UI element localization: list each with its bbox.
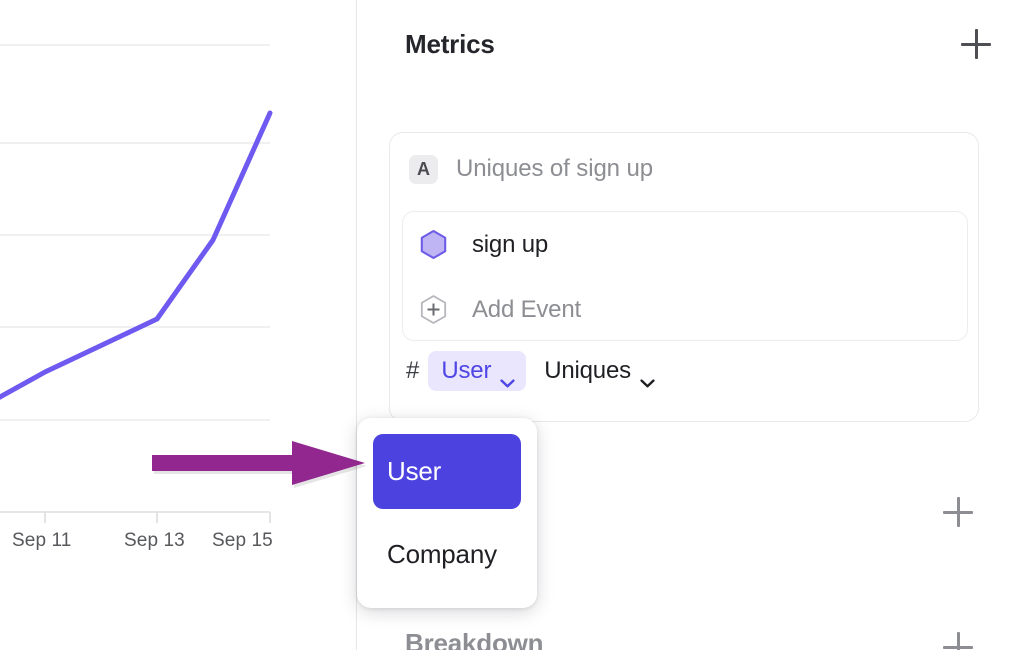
dropdown-option-label: Company <box>387 539 497 569</box>
aggregation-row: # User Uniques <box>406 349 666 393</box>
event-label: sign up <box>472 230 548 258</box>
metric-card: A Uniques of sign up sign up <box>389 132 979 422</box>
x-tick-label-0: Sep 11 <box>12 530 72 551</box>
add-event-label: Add Event <box>472 295 581 323</box>
dropdown-option-label: User <box>387 456 442 486</box>
chart-series-line <box>0 110 273 400</box>
add-metric-button[interactable] <box>961 29 991 59</box>
event-list-box: sign up Add Event <box>402 211 968 341</box>
entity-type-dropdown-menu: User Company <box>357 418 537 608</box>
entity-type-dropdown[interactable]: User <box>428 351 527 391</box>
add-breakdown-button[interactable] <box>943 632 973 650</box>
page-title: Metrics <box>405 28 495 59</box>
chevron-down-icon <box>500 367 515 388</box>
chart-gridlines <box>0 44 270 421</box>
measure-label: Uniques <box>544 357 631 384</box>
breakdown-title: Breakdown <box>405 628 544 650</box>
add-event-row[interactable]: Add Event <box>403 277 967 342</box>
x-tick-label-2: Sep 15 <box>212 530 273 551</box>
chart-x-axis <box>0 511 271 523</box>
hash-icon: # <box>406 357 420 384</box>
hexagon-filled-icon <box>418 229 449 260</box>
event-row-sign-up[interactable]: sign up <box>403 212 967 277</box>
dropdown-option-user[interactable]: User <box>373 434 521 509</box>
metric-letter-badge: A <box>409 154 438 184</box>
x-tick-label-1: Sep 13 <box>124 530 185 551</box>
metric-title-text: Uniques of sign up <box>456 155 653 182</box>
pane-divider <box>356 0 357 650</box>
chevron-down-icon <box>640 367 655 388</box>
measure-dropdown[interactable]: Uniques <box>531 351 666 391</box>
metric-title-row[interactable]: A Uniques of sign up <box>390 133 978 205</box>
entity-type-label: User <box>441 357 492 384</box>
metrics-panel: Metrics A Uniques of sign up sign up <box>357 0 1014 650</box>
chart-pane: Sep 11 Sep 13 Sep 15 <box>0 0 356 650</box>
add-section-button[interactable] <box>943 497 973 527</box>
hexagon-plus-icon <box>418 294 449 325</box>
metrics-header: Metrics <box>405 24 991 64</box>
dropdown-option-company[interactable]: Company <box>373 517 521 592</box>
line-chart <box>0 44 273 523</box>
